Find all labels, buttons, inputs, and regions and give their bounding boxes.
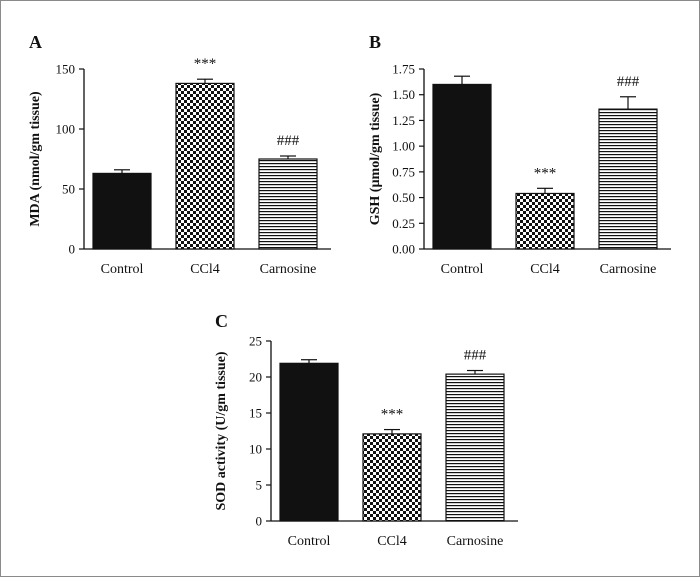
x-tick-label: Control [288, 534, 331, 549]
panel-label: C [215, 311, 228, 331]
significance-marker: ### [617, 74, 640, 90]
significance-marker: *** [381, 407, 404, 423]
y-tick-label: 1.25 [392, 113, 415, 128]
x-tick-label: Control [441, 262, 484, 277]
y-tick-label: 10 [249, 442, 262, 457]
y-tick-label: 15 [249, 406, 262, 421]
y-tick-label: 1.50 [392, 87, 415, 102]
panel-label: B [369, 32, 381, 52]
bar-carnosine [258, 158, 318, 250]
y-tick-label: 0.00 [392, 242, 415, 257]
y-axis-title: SOD activity (U/gm tissue) [214, 351, 229, 510]
bar-carnosine [598, 108, 658, 250]
y-tick-label: 0.50 [392, 190, 415, 205]
x-tick-label: CCl4 [190, 262, 220, 277]
x-tick-label: CCl4 [377, 534, 407, 549]
x-tick-label: Control [101, 262, 144, 277]
significance-marker: ### [277, 133, 300, 149]
x-tick-label: Carnosine [447, 534, 504, 549]
significance-marker: *** [534, 165, 557, 181]
significance-marker: ### [464, 348, 487, 364]
y-tick-label: 0.25 [392, 216, 415, 231]
y-tick-label: 1.00 [392, 139, 415, 154]
bar-ccl4 [362, 433, 422, 522]
y-tick-label: 150 [56, 62, 76, 77]
x-tick-label: CCl4 [530, 262, 560, 277]
bar-control [432, 83, 492, 250]
bar-control [279, 362, 339, 522]
y-tick-label: 25 [249, 334, 262, 349]
x-tick-label: Carnosine [600, 262, 657, 277]
bar-ccl4 [175, 82, 235, 250]
y-tick-label: 50 [62, 182, 75, 197]
y-tick-label: 5 [256, 478, 263, 493]
panel-label: A [29, 32, 42, 52]
y-tick-label: 0 [69, 242, 76, 257]
y-tick-label: 1.75 [392, 62, 415, 77]
bar-control [92, 172, 152, 250]
significance-marker: *** [194, 56, 217, 72]
y-tick-label: 0 [256, 514, 263, 529]
x-tick-label: Carnosine [260, 262, 317, 277]
bar-carnosine [445, 373, 505, 522]
y-tick-label: 20 [249, 370, 262, 385]
y-tick-label: 100 [56, 122, 76, 137]
bar-ccl4 [515, 192, 575, 250]
y-axis-title: GSH (µmol/gm tissue) [368, 92, 383, 225]
y-tick-label: 0.75 [392, 164, 415, 179]
y-axis-title: MDA (nmol/gm tissue) [28, 91, 43, 227]
